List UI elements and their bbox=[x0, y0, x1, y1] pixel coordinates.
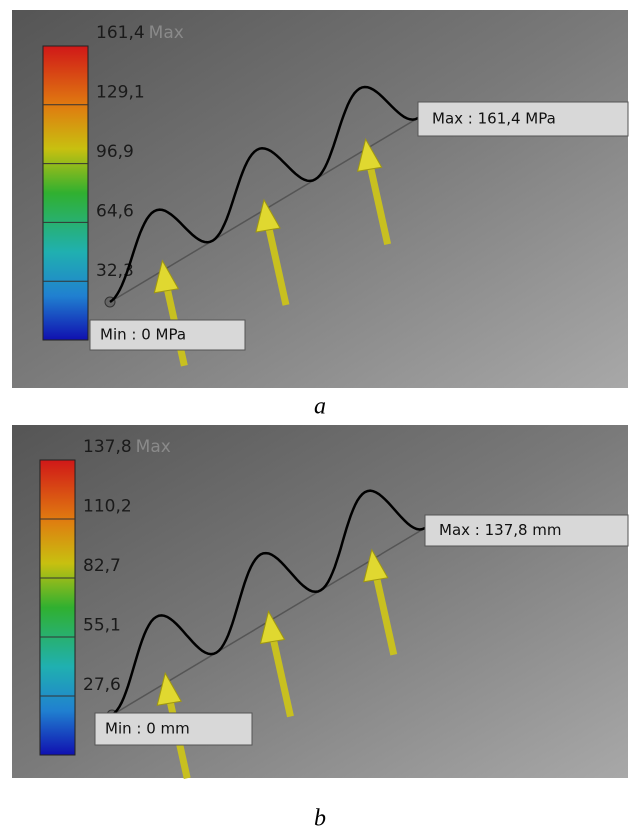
legend-label: 110,2 bbox=[83, 497, 132, 517]
max-callout: Max : 161,4 MPa bbox=[432, 110, 556, 128]
caption: b bbox=[314, 806, 326, 832]
figure: 161,4Max129,196,964,632,3Max : 161,4 MPa… bbox=[0, 0, 635, 834]
legend-max-word: Max bbox=[136, 437, 171, 457]
min-callout: Min : 0 MPa bbox=[100, 326, 186, 344]
color-bar bbox=[43, 46, 88, 340]
caption: a bbox=[314, 394, 326, 420]
min-callout: Min : 0 mm bbox=[105, 720, 190, 738]
legend-max-word: Max bbox=[149, 23, 184, 43]
legend-label: 161,4 bbox=[96, 23, 145, 43]
legend-label: 129,1 bbox=[96, 83, 145, 103]
legend-label: 96,9 bbox=[96, 142, 134, 162]
legend-label: 82,7 bbox=[83, 556, 121, 576]
legend-label: 55,1 bbox=[83, 616, 121, 636]
max-callout: Max : 137,8 mm bbox=[439, 521, 562, 539]
legend-label: 64,6 bbox=[96, 202, 134, 222]
legend-label: 27,6 bbox=[83, 675, 121, 695]
color-bar bbox=[40, 460, 75, 755]
legend-label: 137,8 bbox=[83, 437, 132, 457]
